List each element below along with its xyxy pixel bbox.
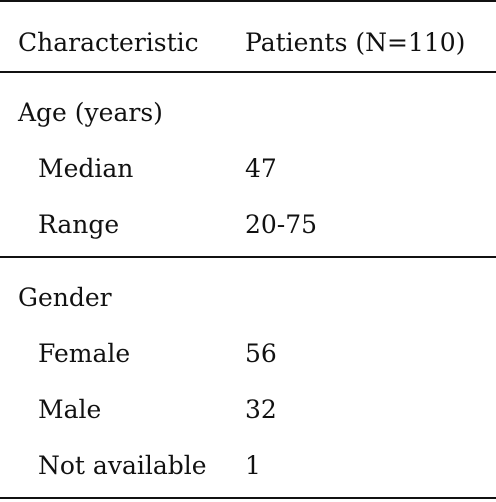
header-patients: Patients (N=110) — [245, 28, 466, 57]
row-value-male: 32 — [245, 395, 277, 424]
row-label-not-available: Not available — [38, 451, 207, 480]
row-value-median: 47 — [245, 154, 277, 183]
row-label-male: Male — [38, 395, 102, 424]
header-rule — [0, 71, 496, 73]
top-rule — [0, 0, 496, 2]
section-title-gender: Gender — [18, 283, 112, 312]
row-label-range: Range — [38, 210, 120, 239]
section-rule — [0, 256, 496, 258]
row-value-range: 20-75 — [245, 210, 318, 239]
bottom-rule — [0, 497, 496, 499]
row-label-female: Female — [38, 339, 131, 368]
row-value-not-available: 1 — [245, 451, 261, 480]
header-characteristic: Characteristic — [18, 28, 199, 57]
row-value-female: 56 — [245, 339, 277, 368]
section-title-age: Age (years) — [18, 98, 163, 127]
row-label-median: Median — [38, 154, 134, 183]
